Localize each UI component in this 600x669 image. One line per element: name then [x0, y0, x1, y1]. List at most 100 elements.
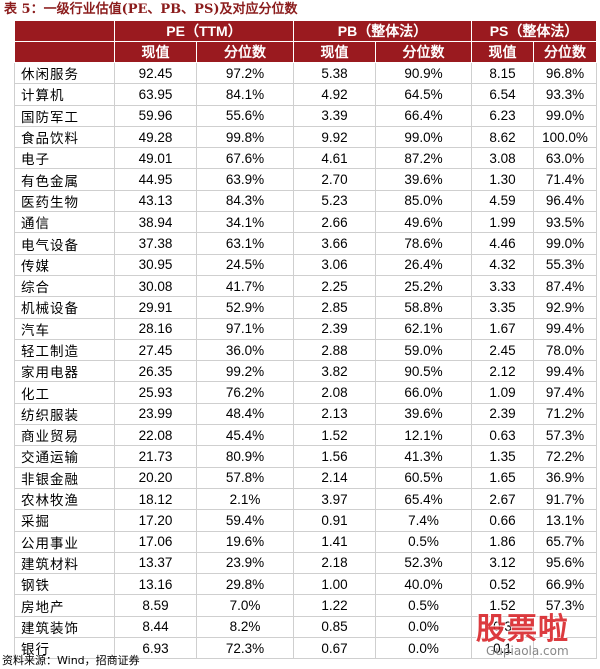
table-row: 综合 30.08 41.7% 2.25 25.2% 3.33 87.4%: [14, 274, 598, 298]
table-row: 建筑材料 13.37 23.9% 2.18 52.3% 3.12 95.6%: [14, 551, 598, 575]
value-cell: 1.52: [293, 424, 377, 447]
value-cell: 87.4%: [533, 274, 598, 298]
industry-name: 传媒: [14, 253, 115, 276]
group-header-row: PE（TTM） PB（整体法） PS（整体法）: [14, 20, 598, 42]
industry-name: 采掘: [14, 509, 115, 532]
group-header-pe: PE（TTM）: [113, 20, 295, 42]
industry-name: 通信: [14, 211, 115, 234]
value-cell: 57.3%: [533, 424, 598, 447]
value-cell: 2.88: [293, 338, 377, 362]
value-cell: 57.8%: [195, 466, 295, 489]
value-cell: 4.46: [471, 232, 535, 255]
value-cell: 84.3%: [195, 189, 295, 213]
industry-name: 纺织服装: [14, 402, 115, 426]
value-cell: 3.12: [471, 551, 535, 575]
group-header-ps: PS（整体法）: [471, 20, 598, 42]
watermark-url: Gupiaola.com: [486, 644, 569, 658]
value-cell: 36.0%: [195, 338, 295, 362]
value-cell: 2.13: [293, 402, 377, 426]
industry-name: 综合: [14, 274, 115, 298]
value-cell: 1.09: [471, 381, 535, 404]
value-cell: 80.9%: [195, 445, 295, 468]
value-cell: 1.41: [293, 530, 377, 553]
value-cell: 40.0%: [375, 573, 473, 596]
table-row: 医药生物 43.13 84.3% 5.23 85.0% 4.59 96.4%: [14, 189, 598, 213]
value-cell: 8.62: [471, 125, 535, 149]
value-cell: 0.85: [293, 615, 377, 639]
table-row: 汽车 28.16 97.1% 2.39 62.1% 1.67 99.4%: [14, 317, 598, 340]
corner-subheader: [14, 41, 115, 63]
value-cell: 2.45: [471, 338, 535, 362]
value-cell: 9.92: [293, 125, 377, 149]
value-cell: 39.6%: [375, 402, 473, 426]
value-cell: 13.16: [114, 573, 197, 596]
value-cell: 39.6%: [375, 168, 473, 191]
value-cell: 1.99: [471, 211, 535, 234]
value-cell: 92.45: [114, 61, 197, 85]
value-cell: 23.99: [114, 402, 197, 426]
value-cell: 99.0%: [533, 104, 598, 127]
value-cell: 2.14: [293, 466, 377, 489]
value-cell: 8.2%: [195, 615, 295, 639]
value-cell: 52.3%: [375, 551, 473, 575]
value-cell: 66.4%: [375, 104, 473, 127]
value-cell: 3.08: [471, 147, 535, 170]
table-title: 表 5：一级行业估值(PE、PB、PS)及对应分位数: [4, 2, 298, 17]
value-cell: 2.18: [293, 551, 377, 575]
subheader-pe-value: 现值: [114, 41, 197, 63]
value-cell: 25.2%: [375, 274, 473, 298]
value-cell: 1.00: [293, 573, 377, 596]
value-cell: 60.5%: [375, 466, 473, 489]
value-cell: 38.94: [114, 211, 197, 234]
value-cell: [533, 637, 598, 660]
value-cell: 84.1%: [195, 83, 295, 106]
value-cell: 41.7%: [195, 274, 295, 298]
industry-name: 钢铁: [14, 573, 115, 596]
table-row: 钢铁 13.16 29.8% 1.00 40.0% 0.52 66.9%: [14, 573, 598, 596]
industry-name: 汽车: [14, 317, 115, 340]
value-cell: 1.56: [293, 445, 377, 468]
value-cell: 36.9%: [533, 466, 598, 489]
industry-name: 建筑材料: [14, 551, 115, 575]
table-row: 建筑装饰 8.44 8.2% 0.85 0.0% 0.3: [14, 615, 598, 639]
value-cell: 59.4%: [195, 509, 295, 532]
value-cell: 3.39: [293, 104, 377, 127]
value-cell: 97.4%: [533, 381, 598, 404]
industry-name: 机械设备: [14, 296, 115, 319]
subheader-pe-pct: 分位数: [195, 41, 295, 63]
value-cell: 0.5%: [375, 530, 473, 553]
industry-name: 化工: [14, 381, 115, 404]
value-cell: 12.1%: [375, 424, 473, 447]
industry-name: 休闲服务: [14, 61, 115, 85]
value-cell: 3.35: [471, 296, 535, 319]
value-cell: 2.25: [293, 274, 377, 298]
value-cell: 17.20: [114, 509, 197, 532]
value-cell: 22.08: [114, 424, 197, 447]
table-row: 食品饮料 49.28 99.8% 9.92 99.0% 8.62 100.0%: [14, 125, 598, 149]
subheader-ps-pct: 分位数: [533, 41, 598, 63]
value-cell: 34.1%: [195, 211, 295, 234]
value-cell: 92.9%: [533, 296, 598, 319]
value-cell: 58.8%: [375, 296, 473, 319]
value-cell: 72.3%: [195, 637, 295, 660]
value-cell: 30.08: [114, 274, 197, 298]
value-cell: 29.91: [114, 296, 197, 319]
industry-name: 国防军工: [14, 104, 115, 127]
value-cell: 3.33: [471, 274, 535, 298]
subheader-ps-value: 现值: [471, 41, 535, 63]
value-cell: 63.95: [114, 83, 197, 106]
group-header-pb: PB（整体法）: [293, 20, 473, 42]
value-cell: 0.67: [293, 637, 377, 660]
source-note: 资料来源：Wind，招商证券: [2, 654, 140, 667]
value-cell: 64.5%: [375, 83, 473, 106]
value-cell: 8.59: [114, 594, 197, 617]
value-cell: 90.9%: [375, 61, 473, 85]
table-row: 商业贸易 22.08 45.4% 1.52 12.1% 0.63 57.3%: [14, 424, 598, 447]
value-cell: 48.4%: [195, 402, 295, 426]
table-row: 电子 49.01 67.6% 4.61 87.2% 3.08 63.0%: [14, 147, 598, 170]
industry-name: 公用事业: [14, 530, 115, 553]
table-row: 轻工制造 27.45 36.0% 2.88 59.0% 2.45 78.0%: [14, 338, 598, 362]
value-cell: 1.30: [471, 168, 535, 191]
table-row: 机械设备 29.91 52.9% 2.85 58.8% 3.35 92.9%: [14, 296, 598, 319]
value-cell: 8.15: [471, 61, 535, 85]
